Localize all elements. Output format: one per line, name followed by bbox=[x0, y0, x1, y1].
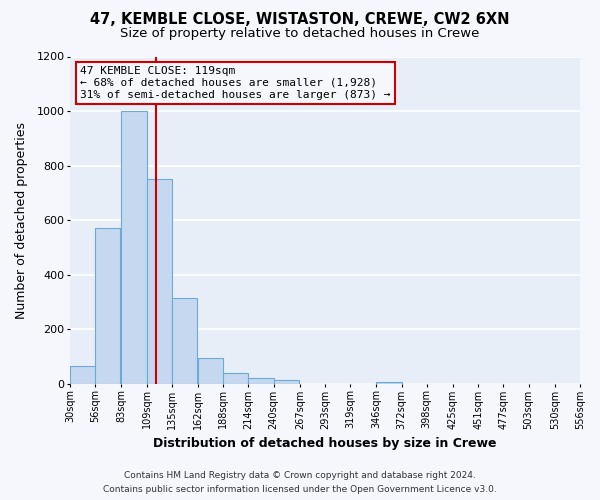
Bar bbox=[95, 228, 121, 384]
Text: 47, KEMBLE CLOSE, WISTASTON, CREWE, CW2 6XN: 47, KEMBLE CLOSE, WISTASTON, CREWE, CW2 … bbox=[90, 12, 510, 28]
Bar bbox=[70, 366, 95, 384]
Bar bbox=[121, 111, 146, 384]
Y-axis label: Number of detached properties: Number of detached properties bbox=[15, 122, 28, 318]
Text: Size of property relative to detached houses in Crewe: Size of property relative to detached ho… bbox=[121, 28, 479, 40]
Text: Contains public sector information licensed under the Open Government Licence v3: Contains public sector information licen… bbox=[103, 484, 497, 494]
Bar bbox=[172, 298, 197, 384]
Bar bbox=[198, 358, 223, 384]
Bar bbox=[274, 380, 299, 384]
Bar bbox=[248, 378, 274, 384]
Bar bbox=[146, 179, 172, 384]
X-axis label: Distribution of detached houses by size in Crewe: Distribution of detached houses by size … bbox=[153, 437, 497, 450]
Bar bbox=[223, 373, 248, 384]
Text: Contains HM Land Registry data © Crown copyright and database right 2024.: Contains HM Land Registry data © Crown c… bbox=[124, 472, 476, 480]
Text: 47 KEMBLE CLOSE: 119sqm
← 68% of detached houses are smaller (1,928)
31% of semi: 47 KEMBLE CLOSE: 119sqm ← 68% of detache… bbox=[80, 66, 391, 100]
Bar bbox=[376, 382, 401, 384]
